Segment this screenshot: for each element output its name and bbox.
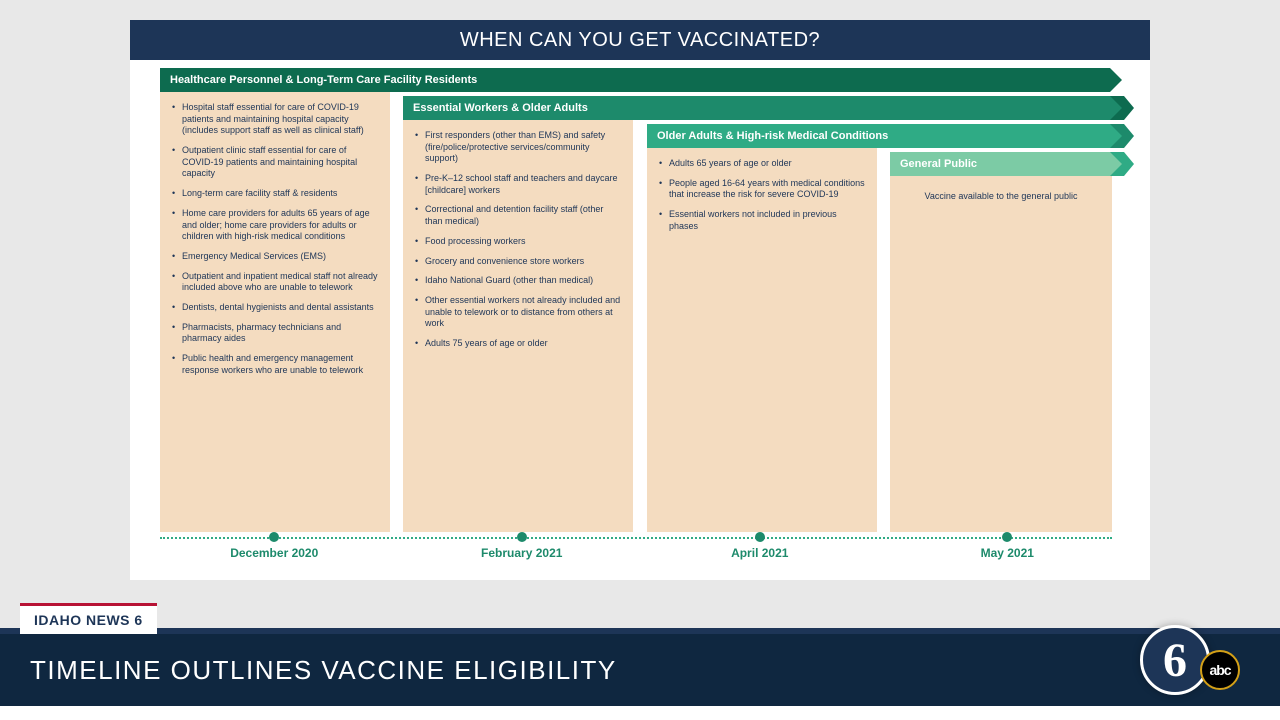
timeline-dot [1002, 532, 1012, 542]
phase-arrow-general-public: General Public [890, 152, 1110, 176]
headline-bar: TIMELINE OUTLINES VACCINE ELIGIBILITY [0, 634, 1280, 706]
phase-item: Food processing workers [415, 236, 621, 248]
timeline-dot [269, 532, 279, 542]
phase-item: People aged 16-64 years with medical con… [659, 178, 865, 201]
phase-column-general-public: Vaccine available to the general public [890, 176, 1112, 532]
phase-arrow-older-highrisk: Older Adults & High-risk Medical Conditi… [647, 124, 1110, 148]
phase-arrow-essential: Essential Workers & Older Adults [403, 96, 1110, 120]
headline-text: TIMELINE OUTLINES VACCINE ELIGIBILITY [30, 655, 617, 686]
bottom-white-strip [0, 706, 1280, 720]
phase-items-list: Adults 65 years of age or older People ag… [659, 158, 865, 232]
phase-item: Correctional and detention facility staf… [415, 204, 621, 227]
phase-item: Pharmacists, pharmacy technicians and ph… [172, 322, 378, 345]
phase-column-healthcare: Hospital staff essential for care of COV… [160, 92, 390, 532]
phase-item: Outpatient and inpatient medical staff n… [172, 271, 378, 294]
timeline-axis: December 2020 February 2021 April 2021 May … [160, 532, 1112, 562]
phase-item: Hospital staff essential for care of COV… [172, 102, 378, 137]
timeline-dot [517, 532, 527, 542]
timeline-dotted-line [160, 537, 1112, 539]
phase-item: Essential workers not included in previo… [659, 209, 865, 232]
phase-items-list: Hospital staff essential for care of COV… [172, 102, 378, 376]
phase-item: Home care providers for adults 65 years … [172, 208, 378, 243]
timeline-chart: Healthcare Personnel & Long-Term Care Fa… [130, 60, 1150, 580]
phase-item: Adults 65 years of age or older [659, 158, 865, 170]
phase-item: First responders (other than EMS) and sa… [415, 130, 621, 165]
logo-abc-circle: abc [1200, 650, 1240, 690]
general-public-text: Vaccine available to the general public [902, 191, 1100, 203]
phase-item: Idaho National Guard (other than medical… [415, 275, 621, 287]
phase-item: Emergency Medical Services (EMS) [172, 251, 378, 263]
phase-item: Grocery and convenience store workers [415, 256, 621, 268]
phase-item: Long-term care facility staff & resident… [172, 188, 378, 200]
phase-items-list: First responders (other than EMS) and sa… [415, 130, 621, 350]
phase-item: Pre-K–12 school staff and teachers and d… [415, 173, 621, 196]
timeline-month-label: December 2020 [199, 546, 349, 560]
timeline-month-label: February 2021 [447, 546, 597, 560]
timeline-month-label: April 2021 [685, 546, 835, 560]
logo-6-circle: 6 [1140, 625, 1210, 695]
phase-item: Outpatient clinic staff essential for ca… [172, 145, 378, 180]
phase-item: Dentists, dental hygienists and dental a… [172, 302, 378, 314]
vaccine-timeline-slide: WHEN CAN YOU GET VACCINATED? Healthcare … [130, 20, 1150, 580]
station-logo: 6 abc [1140, 620, 1250, 700]
timeline-dot [755, 532, 765, 542]
phase-column-older-highrisk: Adults 65 years of age or older People ag… [647, 148, 877, 532]
channel-tag: IDAHO NEWS 6 [20, 603, 157, 634]
slide-title: WHEN CAN YOU GET VACCINATED? [130, 20, 1150, 60]
timeline-month-label: May 2021 [932, 546, 1082, 560]
phase-item: Public health and emergency management r… [172, 353, 378, 376]
phase-column-essential: First responders (other than EMS) and sa… [403, 120, 633, 532]
phase-item: Adults 75 years of age or older [415, 338, 621, 350]
phase-arrow-healthcare: Healthcare Personnel & Long-Term Care Fa… [160, 68, 1110, 92]
phase-item: Other essential workers not already incl… [415, 295, 621, 330]
